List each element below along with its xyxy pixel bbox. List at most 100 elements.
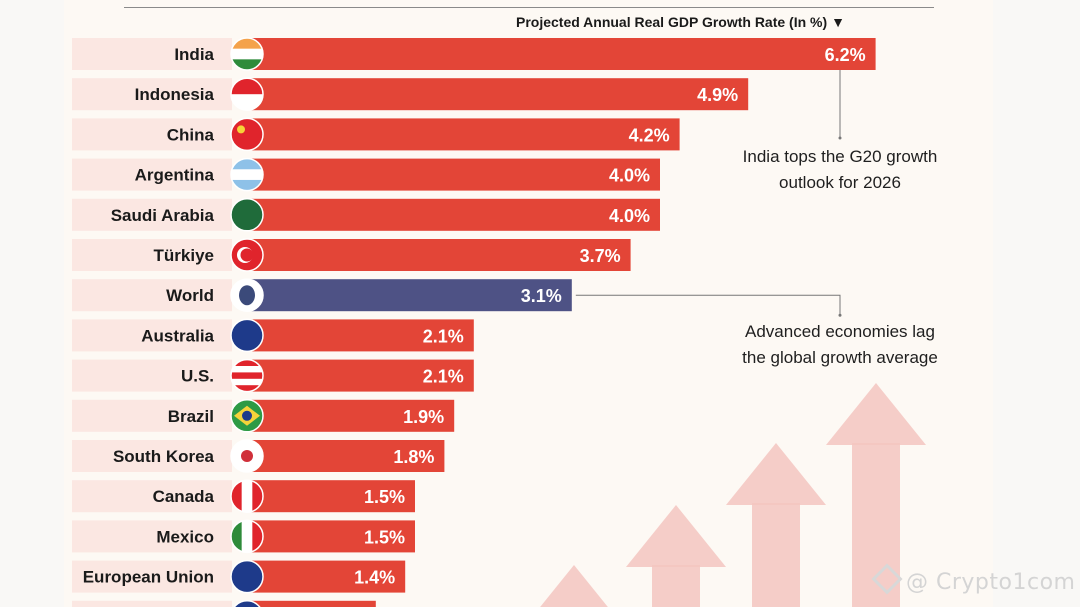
value-label: 1.9% bbox=[403, 407, 444, 427]
canada-flag-icon bbox=[231, 480, 263, 513]
bar bbox=[247, 359, 474, 392]
row-label-band bbox=[72, 560, 232, 593]
value-label: 4.9% bbox=[697, 85, 738, 105]
arrow-shaft bbox=[752, 503, 800, 607]
category-label: European Union bbox=[83, 568, 214, 587]
annotation-line: India tops the G20 growth bbox=[742, 147, 938, 166]
uk-flag-icon bbox=[231, 600, 263, 607]
brazil-flag-icon bbox=[231, 399, 263, 432]
flag-border bbox=[230, 37, 264, 71]
annotation-leader-dot bbox=[838, 313, 842, 317]
category-label: U.S. bbox=[181, 367, 214, 386]
flag-border bbox=[230, 157, 264, 192]
category-label: Indonesia bbox=[135, 85, 215, 104]
flag-border bbox=[233, 600, 261, 607]
south-korea-flag-icon bbox=[231, 440, 263, 472]
flag-border bbox=[230, 519, 264, 554]
row-label-band bbox=[72, 520, 232, 553]
value-label: 6.2% bbox=[825, 45, 866, 65]
value-label: 3.7% bbox=[580, 246, 621, 266]
value-label: 1.4% bbox=[354, 568, 395, 588]
bar bbox=[247, 198, 660, 231]
row-label-band bbox=[72, 239, 232, 271]
row-label-band bbox=[72, 279, 232, 312]
china-flag-icon bbox=[231, 118, 263, 151]
bar bbox=[247, 78, 749, 111]
row-label-band bbox=[72, 440, 232, 472]
flag-border bbox=[230, 117, 264, 152]
arrow-shaft bbox=[652, 565, 700, 607]
binance-logo-icon bbox=[871, 563, 903, 595]
category-label: World bbox=[166, 286, 214, 305]
bar bbox=[247, 239, 631, 271]
flag-border bbox=[230, 439, 264, 473]
annotation-india: India tops the G20 growth outlook for 20… bbox=[722, 144, 958, 196]
category-label: India bbox=[174, 45, 214, 64]
row-label-band bbox=[72, 118, 232, 151]
bar bbox=[247, 560, 406, 593]
row-label-band bbox=[72, 600, 232, 607]
infographic-poster: Projected Annual Real GDP Growth Rate (I… bbox=[64, 0, 993, 607]
header-rule bbox=[124, 7, 934, 8]
category-label: Argentina bbox=[135, 166, 215, 185]
bar-chart: India 6.2% Indonesia 4.9% China 4.2% Argentina… bbox=[72, 37, 876, 607]
row-label-band bbox=[72, 158, 232, 191]
flag-border bbox=[230, 238, 264, 272]
mexico-flag-icon bbox=[231, 520, 263, 553]
bar bbox=[247, 279, 572, 312]
flag-border bbox=[230, 399, 264, 433]
flag-border bbox=[230, 479, 264, 513]
value-label: 1.5% bbox=[364, 527, 405, 547]
bar bbox=[247, 158, 660, 191]
bar bbox=[247, 520, 415, 553]
category-label: Australia bbox=[141, 326, 214, 345]
category-label: Canada bbox=[153, 487, 215, 506]
annotation-line: Advanced economies lag bbox=[745, 322, 935, 341]
bar bbox=[247, 600, 376, 607]
argentina-flag-icon bbox=[231, 158, 263, 191]
annotation-leader-line bbox=[575, 294, 841, 316]
flag-border bbox=[230, 559, 264, 594]
india-flag-icon bbox=[231, 38, 263, 70]
row-label-band bbox=[72, 399, 232, 432]
value-label: 4.0% bbox=[609, 206, 650, 226]
row-label-band bbox=[72, 359, 232, 392]
value-label: 4.0% bbox=[609, 166, 650, 186]
indonesia-flag-icon bbox=[231, 78, 263, 111]
flag-border bbox=[230, 278, 264, 312]
bar bbox=[247, 118, 680, 151]
down-triangle-icon: ▼ bbox=[831, 14, 845, 30]
flag-border bbox=[230, 77, 264, 111]
annotation-line: the global growth average bbox=[742, 348, 938, 367]
us-flag-icon bbox=[231, 359, 263, 392]
category-label: Saudi Arabia bbox=[111, 206, 215, 225]
chart-title-text: Projected Annual Real GDP Growth Rate (I… bbox=[516, 14, 828, 30]
bar bbox=[247, 480, 415, 513]
annotation-world: Advanced economies lag the global growth… bbox=[722, 319, 958, 371]
value-label: 3.1% bbox=[521, 286, 562, 306]
bar bbox=[247, 440, 445, 472]
globe-icon bbox=[231, 279, 263, 312]
row-label-band bbox=[72, 319, 232, 352]
row-label-band bbox=[72, 38, 232, 70]
row-label-band bbox=[72, 198, 232, 231]
value-label: 2.1% bbox=[423, 367, 464, 387]
flag-border bbox=[230, 358, 264, 393]
row-label-band bbox=[72, 78, 232, 111]
eu-flag-icon bbox=[231, 560, 263, 593]
australia-flag-icon bbox=[231, 319, 263, 352]
chart-title: Projected Annual Real GDP Growth Rate (I… bbox=[516, 14, 845, 30]
category-label: Brazil bbox=[168, 407, 214, 426]
watermark-text: @ Crypto1com bbox=[906, 570, 1076, 595]
category-label: Türkiye bbox=[154, 246, 214, 265]
flag-border bbox=[230, 198, 264, 232]
flag-border bbox=[230, 318, 264, 353]
category-label: South Korea bbox=[113, 447, 215, 466]
bar bbox=[247, 38, 876, 70]
value-label: 1.5% bbox=[364, 487, 405, 507]
value-label: 4.2% bbox=[629, 125, 670, 145]
row-label-band bbox=[72, 480, 232, 513]
bar bbox=[247, 319, 474, 352]
saudi-arabia-flag-icon bbox=[231, 198, 263, 231]
watermark: @ Crypto1com bbox=[871, 563, 1076, 595]
